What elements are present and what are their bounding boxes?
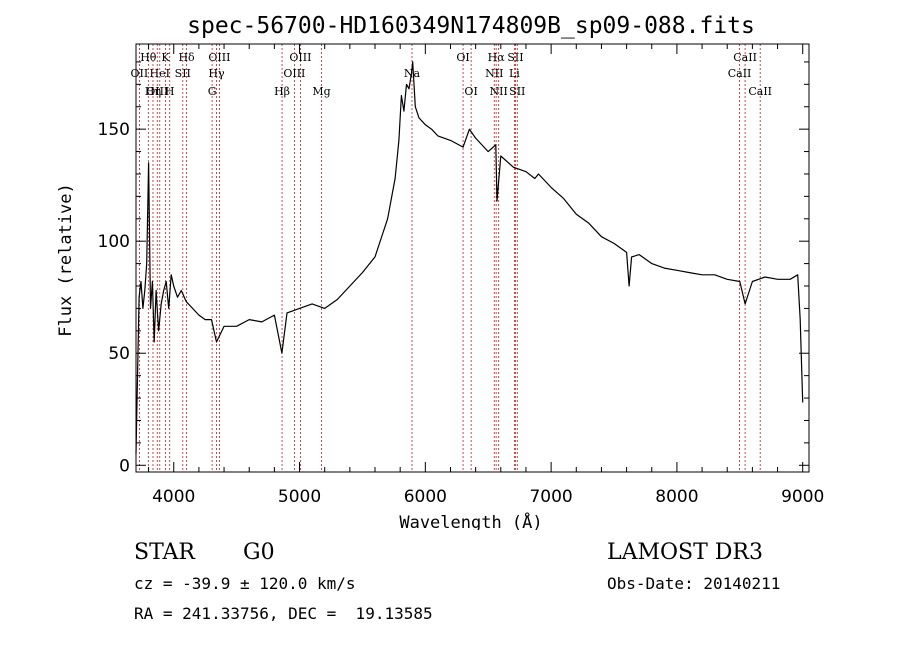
spectral-line-label: SII bbox=[509, 85, 525, 98]
spectral-line-label: Hδ bbox=[178, 51, 195, 64]
ticks-layer: 4000 5000 6000 7000 8000 9000 0 50 100 150 bbox=[98, 44, 824, 507]
spectral-line-label: Hβ bbox=[274, 85, 290, 98]
spectral-line-label: OIII bbox=[289, 51, 311, 64]
spectral-line-label: Hθ bbox=[140, 51, 157, 64]
y-tick-label: 150 bbox=[98, 120, 130, 140]
spectral-line-label: HeI bbox=[150, 67, 170, 80]
survey-name: LAMOST DR3 bbox=[607, 540, 763, 565]
x-tick-label: 4000 bbox=[152, 487, 195, 507]
spectrum-chart: spec-56700-HD160349N174809B_sp09-088.fit… bbox=[56, 13, 824, 530]
series-layer bbox=[135, 61, 804, 455]
x-tick-label: 9000 bbox=[781, 487, 824, 507]
spectral-line-label: SII bbox=[507, 51, 523, 64]
plot-frame bbox=[135, 43, 810, 473]
spectral-line-label: OIII bbox=[208, 51, 230, 64]
spectral-line-label: NII bbox=[490, 85, 508, 98]
spectral-line-label: Hα bbox=[488, 51, 506, 64]
spectral-line-label: CaII bbox=[748, 85, 772, 98]
spectral-line-label: Mg bbox=[312, 85, 330, 98]
spectrum-series-line bbox=[135, 61, 804, 455]
spectral-line-label: CaII bbox=[733, 51, 757, 64]
coordinates: RA = 241.33756, DEC = 19.13585 bbox=[134, 604, 433, 623]
y-axis-label: Flux (relative) bbox=[56, 183, 76, 337]
x-tick-label: 5000 bbox=[278, 487, 321, 507]
spectral-line-label: CaII bbox=[728, 67, 752, 80]
spectral-line-label: Li bbox=[509, 67, 520, 80]
spectral-line-label: G bbox=[208, 85, 217, 98]
redshift-cz: cz = -39.9 ± 120.0 km/s bbox=[134, 574, 356, 593]
observation-date: Obs-Date: 20140211 bbox=[607, 574, 781, 593]
object-class: STAR bbox=[134, 540, 195, 565]
x-tick-label: 8000 bbox=[655, 487, 698, 507]
spectral-line-label: SII bbox=[175, 67, 191, 80]
spectral-line-label: NII bbox=[485, 67, 503, 80]
x-tick-label: 7000 bbox=[529, 487, 572, 507]
y-tick-label: 100 bbox=[98, 232, 130, 252]
spectral-line-label: Hγ bbox=[208, 67, 225, 80]
spectral-line-label: H bbox=[165, 85, 175, 98]
y-tick-label: 0 bbox=[119, 456, 130, 476]
chart-title: spec-56700-HD160349N174809B_sp09-088.fit… bbox=[187, 13, 755, 39]
object-subclass: G0 bbox=[243, 540, 275, 565]
x-axis-label: Wavelength (Å) bbox=[399, 511, 542, 530]
spectral-line-label: OI bbox=[456, 51, 469, 64]
spectral-line-label: OII bbox=[131, 67, 149, 80]
spectral-line-label: OIII bbox=[283, 67, 305, 80]
spectral-line-label: OIII bbox=[146, 85, 168, 98]
spectral-line-label: K bbox=[161, 51, 170, 64]
spectral-line-label: Hη bbox=[145, 85, 161, 98]
spectral-line-label: OI bbox=[464, 85, 477, 98]
spectral-line-label: Na bbox=[404, 67, 421, 80]
x-tick-label: 6000 bbox=[404, 487, 447, 507]
y-tick-label: 50 bbox=[108, 344, 130, 364]
